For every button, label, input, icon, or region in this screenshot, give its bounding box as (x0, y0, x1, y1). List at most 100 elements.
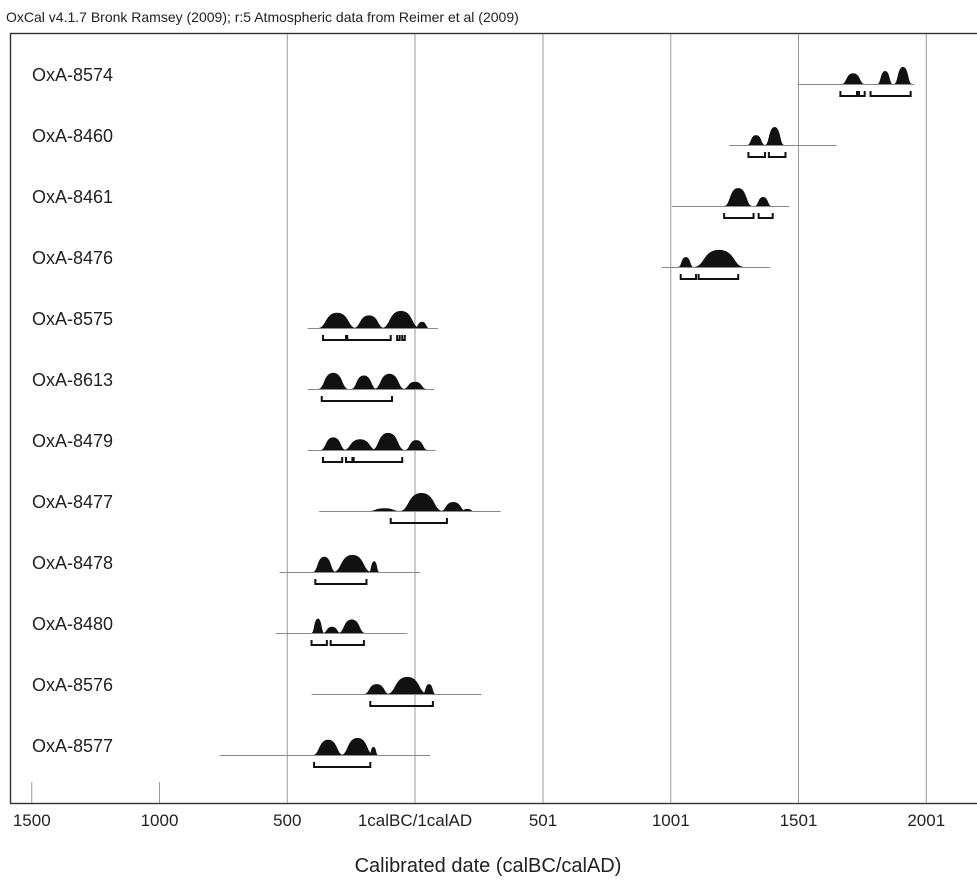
series-label: OxA-8476 (32, 248, 113, 268)
distribution-peak (351, 375, 377, 389)
distribution-peak (747, 135, 766, 145)
distribution-peak (422, 684, 436, 694)
distribution-peak (317, 312, 357, 328)
range-bracket (858, 91, 866, 97)
distribution-peak (403, 381, 427, 389)
range-bracket (396, 335, 401, 341)
gridlines (286, 34, 927, 803)
distribution-peak (374, 373, 405, 389)
range-bracket (320, 396, 394, 402)
distribution-peak (894, 66, 912, 84)
series-row: OxA-8575 (32, 309, 438, 341)
distribution-peak (754, 197, 772, 206)
distribution-peak (369, 508, 400, 511)
series-label: OxA-8480 (32, 614, 113, 634)
range-bracket (747, 152, 767, 158)
series-row: OxA-8479 (32, 431, 436, 463)
series-label: OxA-8479 (32, 431, 113, 451)
distribution-peak (353, 315, 385, 328)
series-row: OxA-8576 (32, 675, 482, 707)
distribution-peak (404, 440, 428, 450)
plot-frame (9, 32, 977, 805)
series-label: OxA-8577 (32, 736, 113, 756)
x-tick-label: 1000 (141, 811, 179, 830)
series-label: OxA-8574 (32, 65, 113, 85)
series-row: OxA-8478 (32, 553, 421, 585)
series-row: OxA-8460 (32, 126, 837, 158)
distribution-peak (311, 618, 325, 633)
distribution-peak (460, 508, 474, 511)
range-bracket (757, 213, 774, 219)
range-bracket (345, 457, 354, 463)
series-layer: OxA-8574 OxA-8460 OxA-8461 OxA-8476 OxA-8575… (32, 65, 915, 768)
x-tick-label: 1calBC/1calAD (358, 811, 472, 830)
x-tick-label: 2001 (907, 811, 945, 830)
range-bracket (723, 213, 755, 219)
range-bracket (401, 335, 406, 341)
distribution-peak (371, 432, 405, 450)
distribution-peak (338, 619, 366, 633)
range-bracket (839, 91, 859, 97)
series-row: OxA-8613 (32, 370, 435, 402)
series-row: OxA-8577 (32, 736, 431, 768)
range-bracket (869, 91, 912, 97)
series-row: OxA-8574 (32, 65, 915, 97)
distribution-peak (399, 493, 444, 511)
range-bracket (322, 335, 348, 341)
distribution-peak (312, 739, 344, 755)
series-row: OxA-8476 (32, 248, 771, 280)
range-bracket (369, 701, 434, 707)
distribution-peak (363, 684, 390, 694)
series-label: OxA-8460 (32, 126, 113, 146)
distribution-peak (369, 746, 378, 755)
distribution-peak (678, 257, 694, 267)
series-row: OxA-8477 (32, 492, 501, 524)
series-row: OxA-8461 (32, 187, 790, 219)
distribution-peak (386, 676, 428, 694)
range-bracket (322, 457, 344, 463)
range-bracket (346, 335, 392, 341)
distribution-peak (415, 321, 430, 328)
series-row: OxA-8480 (32, 614, 408, 646)
distribution-peak (440, 502, 467, 511)
x-tick-label: 500 (273, 811, 301, 830)
range-bracket (352, 457, 404, 463)
distribution-peak (693, 249, 745, 267)
distribution-peak (320, 437, 347, 450)
distribution-peak (343, 439, 377, 450)
series-label: OxA-8575 (32, 309, 113, 329)
x-axis-label: Calibrated date (calBC/calAD) (355, 855, 622, 877)
distribution-peak (877, 71, 893, 84)
distribution-peak (333, 554, 372, 572)
series-label: OxA-8461 (32, 187, 113, 207)
distribution-peak (312, 556, 336, 572)
range-bracket (313, 762, 372, 768)
x-tick-label: 1500 (13, 811, 51, 830)
x-tick-label: 501 (529, 811, 557, 830)
range-bracket (679, 274, 698, 280)
chart-title: OxCal v4.1.7 Bronk Ramsey (2009); r:5 At… (6, 9, 519, 25)
series-label: OxA-8576 (32, 675, 113, 695)
distribution-peak (369, 561, 380, 572)
distribution-peak (340, 737, 375, 755)
x-tick-label: 1501 (780, 811, 818, 830)
distribution-peak (323, 626, 341, 633)
range-bracket (314, 579, 368, 585)
series-label: OxA-8478 (32, 553, 113, 573)
distribution-peak (317, 372, 349, 389)
distribution-peak (381, 310, 421, 328)
range-bracket (310, 640, 328, 646)
range-bracket (767, 152, 787, 158)
series-label: OxA-8477 (32, 492, 113, 512)
x-tick-label: 1001 (652, 811, 690, 830)
series-label: OxA-8613 (32, 370, 113, 390)
minor-ticks (31, 782, 160, 803)
x-tick-labels: 1500 1000 500 1calBC/1calAD 501 1001 1501 2001 (13, 811, 945, 830)
range-bracket (697, 274, 740, 280)
distribution-peak (841, 73, 865, 84)
range-bracket (329, 640, 365, 646)
distribution-peak (765, 127, 785, 145)
distribution-peak (724, 188, 753, 206)
range-bracket (389, 518, 448, 524)
